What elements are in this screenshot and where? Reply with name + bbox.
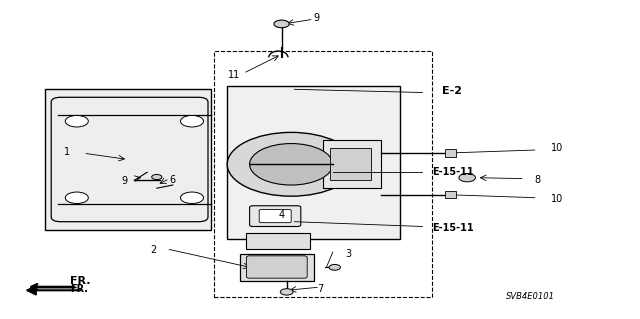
Text: E-15-11: E-15-11 [432,167,474,177]
Text: E-15-11: E-15-11 [432,223,474,233]
FancyBboxPatch shape [240,254,314,281]
FancyBboxPatch shape [246,256,307,278]
Bar [246,233,310,249]
Circle shape [274,20,289,28]
FancyBboxPatch shape [259,210,291,223]
Text: 8: 8 [534,175,541,185]
FancyBboxPatch shape [227,86,400,239]
Bar [445,149,456,157]
Text: 6: 6 [170,175,176,185]
Bar [330,148,371,180]
Circle shape [329,264,340,270]
Bar [214,51,432,297]
Text: FR.: FR. [70,284,88,294]
Circle shape [65,115,88,127]
Circle shape [459,174,476,182]
Circle shape [152,174,162,180]
Text: 2: 2 [150,245,157,256]
Text: SVB4E0101: SVB4E0101 [506,292,555,301]
Text: FR.: FR. [70,276,91,286]
Polygon shape [45,89,211,230]
Circle shape [180,115,204,127]
Text: 11: 11 [227,70,240,80]
Circle shape [180,192,204,204]
Text: 10: 10 [550,143,563,153]
Circle shape [65,192,88,204]
Text: 7: 7 [317,284,323,294]
Text: 1: 1 [64,146,70,157]
Text: 9: 9 [314,12,320,23]
Text: 3: 3 [346,249,352,259]
Bar [323,140,381,188]
Text: E-2: E-2 [442,86,461,96]
Text: 10: 10 [550,194,563,204]
Text: 9: 9 [122,176,128,186]
Circle shape [227,132,355,196]
Circle shape [250,144,333,185]
FancyBboxPatch shape [250,206,301,226]
Circle shape [280,289,293,295]
Text: 4: 4 [278,210,285,220]
Bar [445,191,456,198]
